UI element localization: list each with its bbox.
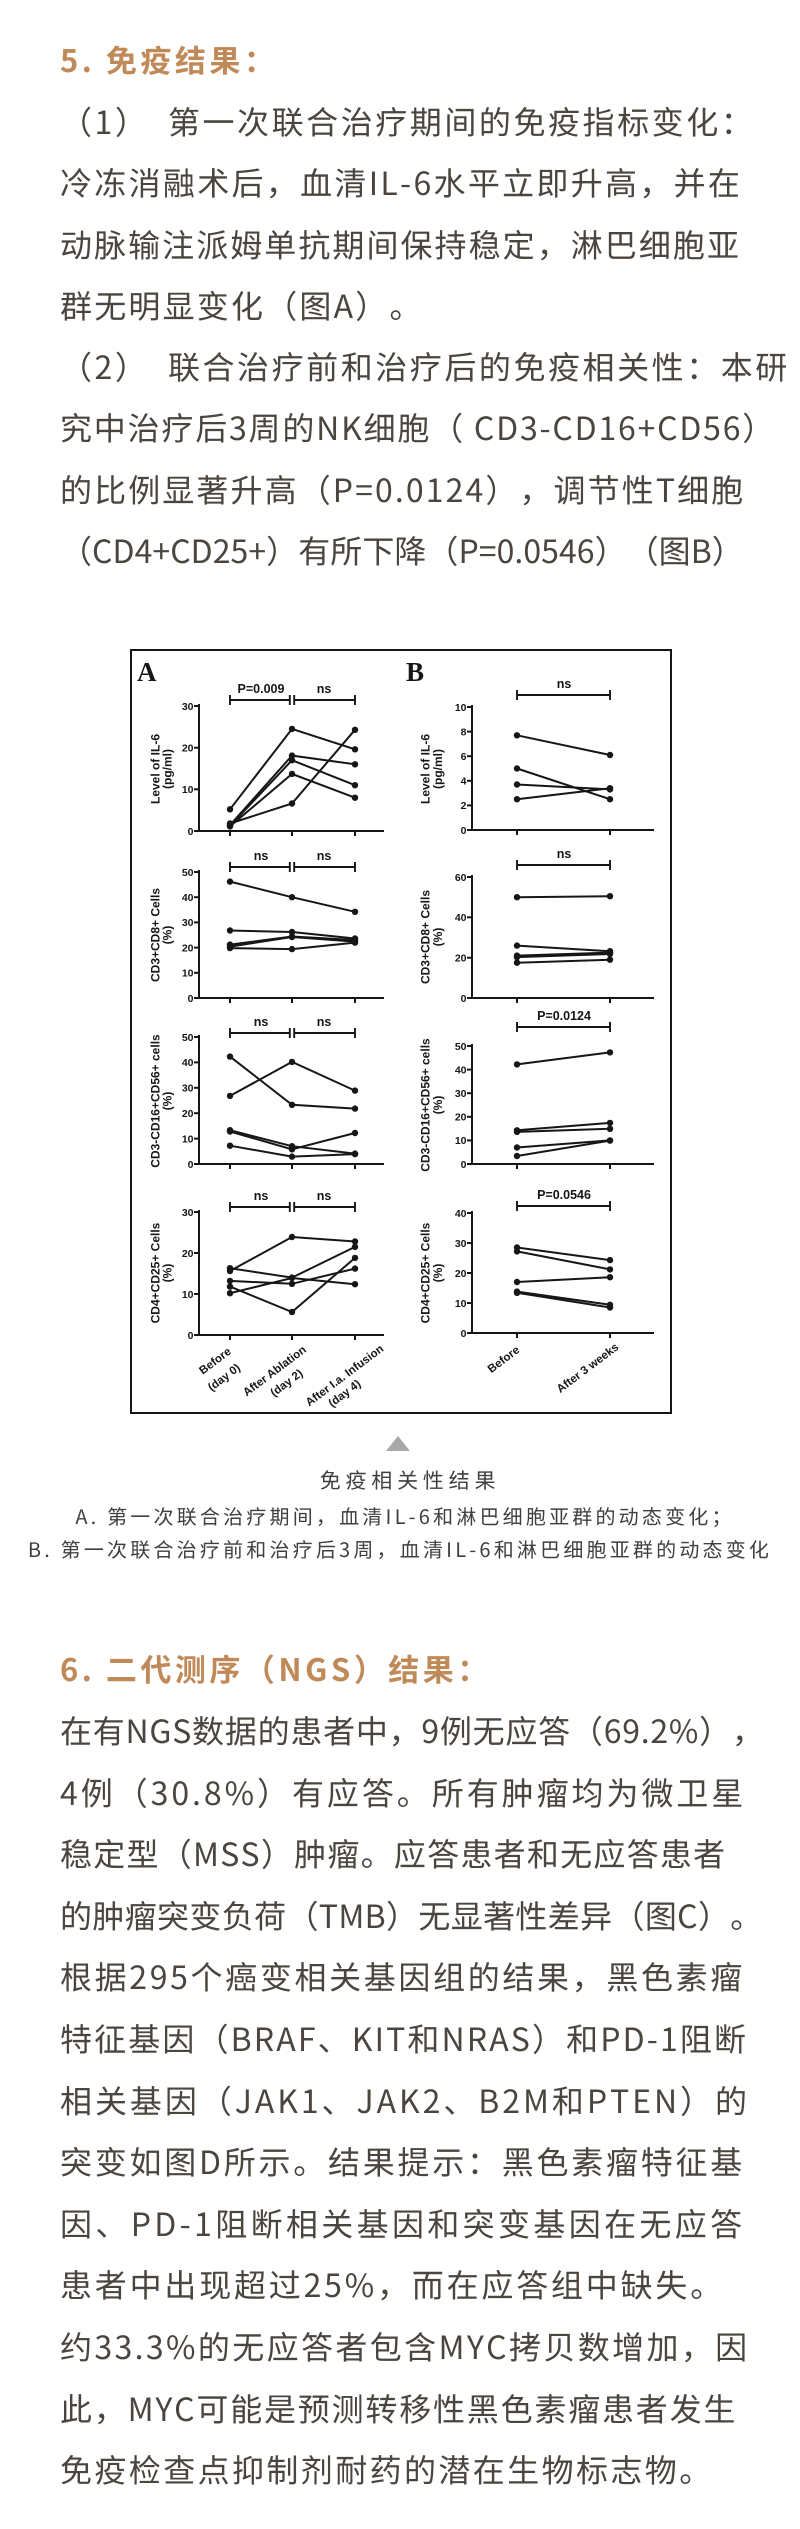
svg-text:50: 50	[182, 1032, 194, 1044]
svg-text:60: 60	[455, 872, 467, 884]
svg-text:(%): (%)	[161, 1092, 175, 1111]
svg-text:ns: ns	[317, 849, 332, 863]
svg-text:(%): (%)	[161, 1264, 175, 1283]
svg-text:ns: ns	[317, 1015, 332, 1029]
svg-text:20: 20	[455, 1112, 467, 1124]
svg-text:0: 0	[461, 1159, 467, 1171]
svg-text:ns: ns	[317, 682, 332, 696]
svg-text:Level of IL-6: Level of IL-6	[419, 734, 433, 804]
svg-text:B: B	[406, 657, 424, 687]
svg-text:2: 2	[461, 800, 467, 812]
svg-text:10: 10	[455, 1298, 467, 1310]
svg-text:30: 30	[455, 1088, 467, 1100]
svg-text:10: 10	[455, 1135, 467, 1147]
svg-text:CD3-CD16+CD56+ cells: CD3-CD16+CD56+ cells	[149, 1034, 163, 1168]
svg-text:0: 0	[461, 993, 467, 1005]
svg-text:0: 0	[188, 1330, 194, 1342]
svg-text:(%): (%)	[431, 1096, 445, 1115]
svg-text:10: 10	[182, 1133, 194, 1145]
svg-text:(%): (%)	[161, 926, 175, 945]
svg-text:(%): (%)	[431, 928, 445, 947]
svg-text:20: 20	[455, 1268, 467, 1280]
svg-text:10: 10	[455, 702, 467, 714]
svg-text:0: 0	[188, 826, 194, 838]
svg-text:A: A	[137, 657, 157, 687]
svg-text:0: 0	[188, 1159, 194, 1171]
svg-text:CD3-CD16+CD56+ cells: CD3-CD16+CD56+ cells	[419, 1038, 433, 1172]
svg-text:20: 20	[182, 942, 194, 954]
svg-text:(%): (%)	[431, 1264, 445, 1283]
svg-text:50: 50	[182, 867, 194, 879]
svg-text:30: 30	[182, 1083, 194, 1095]
svg-text:P=0.009: P=0.009	[238, 682, 285, 696]
svg-text:P=0.0546: P=0.0546	[537, 1188, 591, 1202]
svg-text:ns: ns	[254, 1015, 269, 1029]
svg-text:ns: ns	[254, 849, 269, 863]
svg-text:4: 4	[461, 776, 467, 788]
svg-text:30: 30	[182, 701, 194, 713]
svg-text:20: 20	[182, 1108, 194, 1120]
svg-text:6: 6	[461, 751, 467, 763]
svg-text:10: 10	[182, 968, 194, 980]
svg-text:10: 10	[182, 784, 194, 796]
svg-text:8: 8	[461, 726, 467, 738]
svg-text:0: 0	[188, 993, 194, 1005]
svg-text:ns: ns	[557, 847, 572, 861]
svg-text:CD4+CD25+ Cells: CD4+CD25+ Cells	[149, 1222, 163, 1323]
svg-text:CD3+CD8+ Cells: CD3+CD8+ Cells	[149, 888, 163, 982]
svg-text:40: 40	[182, 892, 194, 904]
svg-text:40: 40	[182, 1057, 194, 1069]
svg-text:P=0.0124: P=0.0124	[537, 1009, 591, 1023]
svg-text:20: 20	[182, 1248, 194, 1260]
svg-text:20: 20	[182, 743, 194, 755]
svg-text:0: 0	[461, 1328, 467, 1340]
svg-text:ns: ns	[254, 1189, 269, 1203]
svg-text:(pg/ml): (pg/ml)	[161, 749, 175, 789]
svg-text:40: 40	[455, 1064, 467, 1076]
svg-text:0: 0	[461, 825, 467, 837]
svg-text:30: 30	[455, 1238, 467, 1250]
svg-text:CD3+CD8+ Cells: CD3+CD8+ Cells	[419, 890, 433, 984]
svg-text:ns: ns	[557, 677, 572, 691]
svg-text:30: 30	[182, 917, 194, 929]
svg-text:Level of IL-6: Level of IL-6	[149, 734, 163, 804]
svg-text:50: 50	[455, 1041, 467, 1053]
svg-text:40: 40	[455, 912, 467, 924]
svg-text:ns: ns	[317, 1189, 332, 1203]
svg-text:(pg/ml): (pg/ml)	[431, 749, 445, 789]
svg-text:30: 30	[182, 1207, 194, 1219]
svg-text:CD4+CD25+ Cells: CD4+CD25+ Cells	[419, 1222, 433, 1323]
svg-text:10: 10	[182, 1289, 194, 1301]
svg-text:20: 20	[455, 953, 467, 965]
svg-text:40: 40	[455, 1208, 467, 1220]
